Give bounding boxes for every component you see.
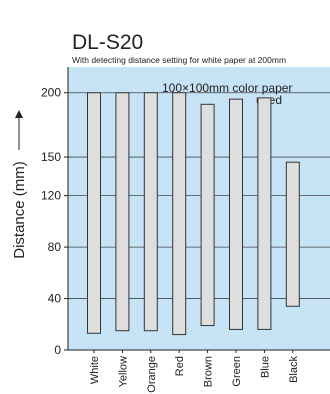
y-tick-label: 120 [41,189,61,203]
bar-brown [200,103,215,327]
x-category-label-white: White [89,356,101,384]
y-tick-label: 0 [54,343,61,357]
bar-orange [143,92,158,332]
x-category-label-yellow: Yellow [117,356,129,387]
x-category-label-orange: Orange [146,356,158,393]
chart-annotation-line-1: 100×100mm color paper [162,81,292,95]
x-category-label-black: Black [288,356,300,383]
chart-subtitle: With detecting distance setting for whit… [72,55,286,65]
bar-green [229,98,243,330]
y-tick-label: 40 [48,292,62,306]
bars [87,92,300,336]
bar-yellow [115,92,130,332]
bar-blue [257,97,272,330]
y-tick-labels: 0 40 80 120 150 200 [41,86,68,357]
x-category-label-blue: Blue [259,356,271,378]
y-axis-label: Distance (mm) [11,161,28,259]
bar-red [172,92,187,336]
y-tick-label: 200 [41,86,61,100]
y-axis-arrow-head [15,110,23,118]
y-tick-label: 150 [41,150,61,164]
x-category-label-red: Red [174,356,186,376]
bar-white [87,92,101,334]
y-axis-label-group: Distance (mm) [11,110,28,259]
x-category-label-green: Green [231,356,243,387]
bar-black [285,161,300,307]
x-category-label-brown: Brown [203,356,215,387]
x-category-labels: White Yellow Orange Red Brown Green Blue Black [89,350,300,393]
y-tick-label: 80 [48,240,62,254]
chart-title: DL-S20 [72,31,143,54]
